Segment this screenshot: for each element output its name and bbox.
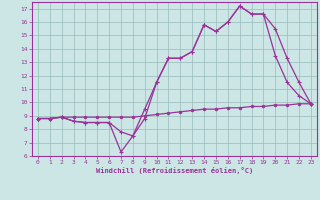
X-axis label: Windchill (Refroidissement éolien,°C): Windchill (Refroidissement éolien,°C): [96, 167, 253, 174]
